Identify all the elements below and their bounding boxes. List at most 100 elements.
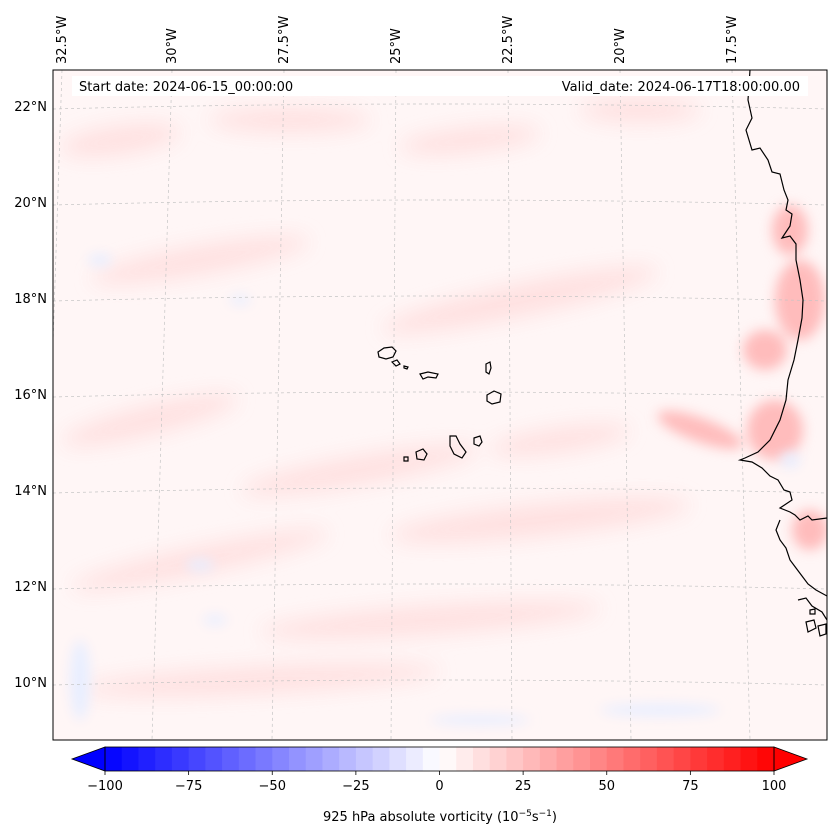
vorticity-field-positive [60,98,700,697]
lon-label-27-5w: 27.5°W [277,16,292,64]
colorbar-cell [606,747,625,771]
start-date-label: Start date: 2024-06-15_00:00:00 [79,80,293,95]
colorbar-cell [188,747,206,771]
colorbar: −100 −75 −50 −25 0 25 50 75 100 925 hPa absolute… [70,746,809,825]
island-santa-luzia [403,365,409,370]
parallel-20n [53,199,827,206]
parallel-22n [53,103,827,110]
island-santo-antao [377,346,397,360]
colorbar-cell [573,747,591,771]
colorbar-extend-max-arrow [773,746,809,772]
colorbar-cell [138,747,156,771]
colorbar-cell [590,747,608,771]
island-bissagos-3 [809,608,816,615]
west-african-coastline [737,70,827,637]
island-bissagos-1 [805,619,817,633]
colorbar-cell [556,747,574,771]
colorbar-cell [406,747,424,771]
island-sal [485,361,492,375]
meridian-22-5w [507,70,513,740]
island-bissagos-2 [817,623,827,637]
lon-label-22-5w: 22.5°W [501,16,516,64]
parallel-16n [53,391,827,398]
map-panel [53,70,827,740]
colorbar-cell [155,747,173,771]
colorbar-cell [523,747,541,771]
colorbar-cell [288,747,307,771]
coast-bissagos [797,597,827,621]
colorbar-cell [656,747,675,771]
lat-label-22n: 22°N [14,100,47,115]
lat-label-10n: 10°N [14,676,47,691]
colorbar-tick-label: 75 [682,779,699,794]
colorbar-tick-label: 0 [435,779,443,794]
colorbar-cell [422,747,441,771]
colorbar-cell [389,747,407,771]
lon-label-20w: 20°W [613,28,628,64]
colorbar-tick-label: 25 [515,779,532,794]
colorbar-cell [205,747,223,771]
colorbar-cell [439,747,457,771]
colorbar-cell [690,747,708,771]
lon-label-25w: 25°W [389,28,404,64]
colorbar-cell [740,747,758,771]
latitude-labels: 22°N 20°N 18°N 16°N 14°N 12°N 10°N [14,100,47,691]
coast-mauritania-senegal [737,70,827,521]
colorbar-ticks: −100 −75 −50 −25 0 25 50 75 100 [87,771,786,794]
island-maio [473,435,483,447]
colorbar-cells [105,747,775,771]
colorbar-cell [272,747,290,771]
lat-label-20n: 20°N [14,196,47,211]
colorbar-cell [238,747,257,771]
colorbar-cell [355,747,374,771]
colorbar-cell [372,747,390,771]
island-sao-nicolau [419,371,439,380]
coast-gambia-guinea-bissau [775,519,827,597]
longitude-labels: 32.5°W 30°W 27.5°W 25°W 22.5°W 20°W 17.5… [55,16,740,64]
meridian-25w [390,70,397,740]
colorbar-cell [707,747,725,771]
map-frame [52,69,828,741]
colorbar-cell [623,747,641,771]
lon-label-17-5w: 17.5°W [725,16,740,64]
colorbar-cell [506,747,524,771]
lat-label-14n: 14°N [14,484,47,499]
lon-label-30w: 30°W [165,28,180,64]
colorbar-tick-label: 50 [598,779,615,794]
colorbar-tick-label: 100 [762,779,787,794]
cape-verde-islands [377,346,502,462]
colorbar-cell [673,747,691,771]
colorbar-tick-label: −75 [175,779,202,794]
island-brava [403,456,409,462]
colorbar-cell [757,747,775,771]
colorbar-tick-label: −50 [259,779,286,794]
colorbar-cell [339,747,357,771]
lat-label-16n: 16°N [14,388,47,403]
annotation-background [72,76,808,96]
colorbar-cell [305,747,324,771]
meridian-27-5w [271,70,285,740]
graticule [53,70,827,740]
island-boa-vista [486,390,502,405]
parallel-18n [53,295,827,302]
parallel-14n [53,487,827,494]
island-fogo [415,448,428,461]
colorbar-cell [222,747,240,771]
colorbar-tick-label: −100 [87,779,123,794]
colorbar-cell [723,747,742,771]
colorbar-cell [539,747,558,771]
island-sao-vicente [390,359,401,367]
colorbar-extend-min-arrow [70,746,106,772]
lat-label-12n: 12°N [14,580,47,595]
colorbar-cell [640,747,658,771]
lat-label-18n: 18°N [14,292,47,307]
colorbar-cell [456,747,474,771]
colorbar-cell [255,747,273,771]
colorbar-cell [105,747,123,771]
vorticity-field-negative [70,254,800,725]
colorbar-cell [322,747,340,771]
lon-label-32-5w: 32.5°W [55,16,70,64]
island-santiago [449,435,467,459]
colorbar-title: 925 hPa absolute vorticity (10−5s−1) [323,809,557,825]
